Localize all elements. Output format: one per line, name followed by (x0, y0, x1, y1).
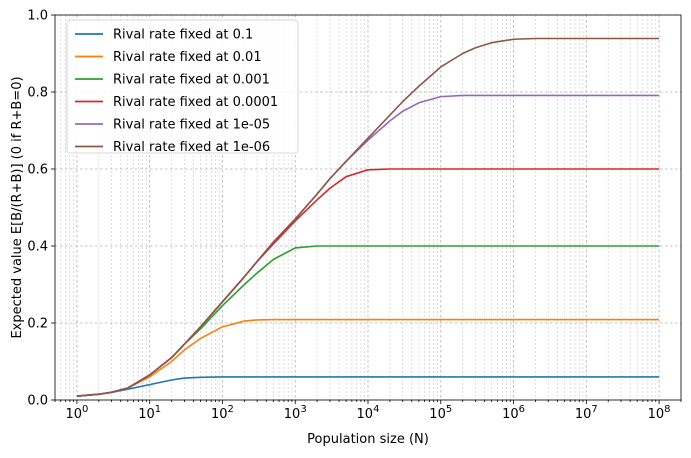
y-tick-label: 0.0 (27, 394, 48, 409)
legend-label-5: Rival rate fixed at 1e-05 (113, 118, 270, 133)
x-tick-label-exponent: 2 (228, 404, 234, 415)
x-tick-label-exponent: 6 (519, 404, 525, 415)
x-tick-label-base: 10 (211, 407, 228, 422)
x-tick-label-base: 10 (65, 407, 82, 422)
legend-label-4: Rival rate fixed at 0.0001 (113, 95, 278, 110)
x-tick-label: 108 (648, 404, 671, 422)
x-tick-label-exponent: 4 (373, 404, 379, 415)
y-axis-ticks: 0.0 0.2 0.4 0.6 0.8 1.0 (27, 9, 55, 409)
x-tick-label-exponent: 1 (155, 404, 161, 415)
x-tick-label-exponent: 0 (82, 404, 88, 415)
series-line-2 (76, 318, 660, 397)
x-tick-label: 102 (211, 404, 234, 422)
x-tick-label-exponent: 7 (591, 404, 597, 415)
series-lines (76, 37, 660, 397)
y-tick-label: 1.0 (27, 9, 48, 24)
legend: Rival rate fixed at 0.1 Rival rate fixed … (66, 19, 299, 155)
x-tick-label-base: 10 (502, 407, 519, 422)
x-tick-label: 107 (575, 404, 598, 422)
legend-label-3: Rival rate fixed at 0.001 (113, 73, 270, 88)
x-tick-label-exponent: 3 (300, 404, 306, 415)
y-tick-label: 0.6 (27, 163, 48, 178)
x-tick-label-exponent: 5 (446, 404, 452, 415)
series-line-6 (76, 37, 660, 397)
y-tick-label: 0.4 (27, 240, 48, 255)
x-tick-label: 101 (138, 404, 161, 422)
x-tick-label: 100 (65, 404, 88, 422)
x-tick-label: 104 (357, 404, 380, 422)
legend-box (66, 19, 299, 154)
legend-label-2: Rival rate fixed at 0.01 (113, 50, 262, 65)
x-tick-label-base: 10 (429, 407, 446, 422)
x-tick-label-base: 10 (575, 407, 592, 422)
x-tick-label-base: 10 (138, 407, 155, 422)
x-tick-label: 105 (429, 404, 452, 422)
x-tick-label-base: 10 (648, 407, 665, 422)
x-axis-ticks: 100 101 102 103 104 105 106 107 108 (54, 400, 682, 422)
y-tick-label: 0.2 (27, 317, 48, 332)
x-tick-label: 106 (502, 404, 525, 422)
legend-label-6: Rival rate fixed at 1e-06 (113, 140, 270, 155)
y-tick-label: 0.8 (27, 86, 48, 101)
legend-label-1: Rival rate fixed at 0.1 (113, 28, 253, 43)
x-tick-label: 103 (284, 404, 307, 422)
y-axis-label: Expected value E[B/(R+B)] (0 if R+B=0) (10, 76, 25, 338)
x-tick-label-base: 10 (357, 407, 374, 422)
x-tick-label-exponent: 8 (664, 404, 670, 415)
x-axis-label: Population size (N) (307, 432, 429, 447)
series-line-1 (76, 376, 660, 397)
x-tick-label-base: 10 (284, 407, 301, 422)
